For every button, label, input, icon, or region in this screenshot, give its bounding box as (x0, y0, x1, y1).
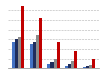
Bar (12, 42, 15, 68)
Bar (54, 59, 56, 68)
Bar (74, 51, 77, 68)
Bar (21, 6, 24, 68)
Bar (71, 61, 74, 68)
Bar (30, 44, 33, 68)
Bar (56, 42, 60, 68)
Bar (36, 35, 39, 68)
Bar (39, 18, 42, 68)
Bar (65, 66, 68, 68)
Bar (68, 64, 71, 68)
Bar (92, 59, 95, 68)
Bar (18, 37, 21, 68)
Bar (15, 39, 18, 68)
Bar (83, 67, 86, 68)
Bar (33, 42, 36, 68)
Bar (89, 65, 92, 68)
Bar (50, 62, 54, 68)
Bar (86, 66, 89, 68)
Bar (47, 64, 50, 68)
